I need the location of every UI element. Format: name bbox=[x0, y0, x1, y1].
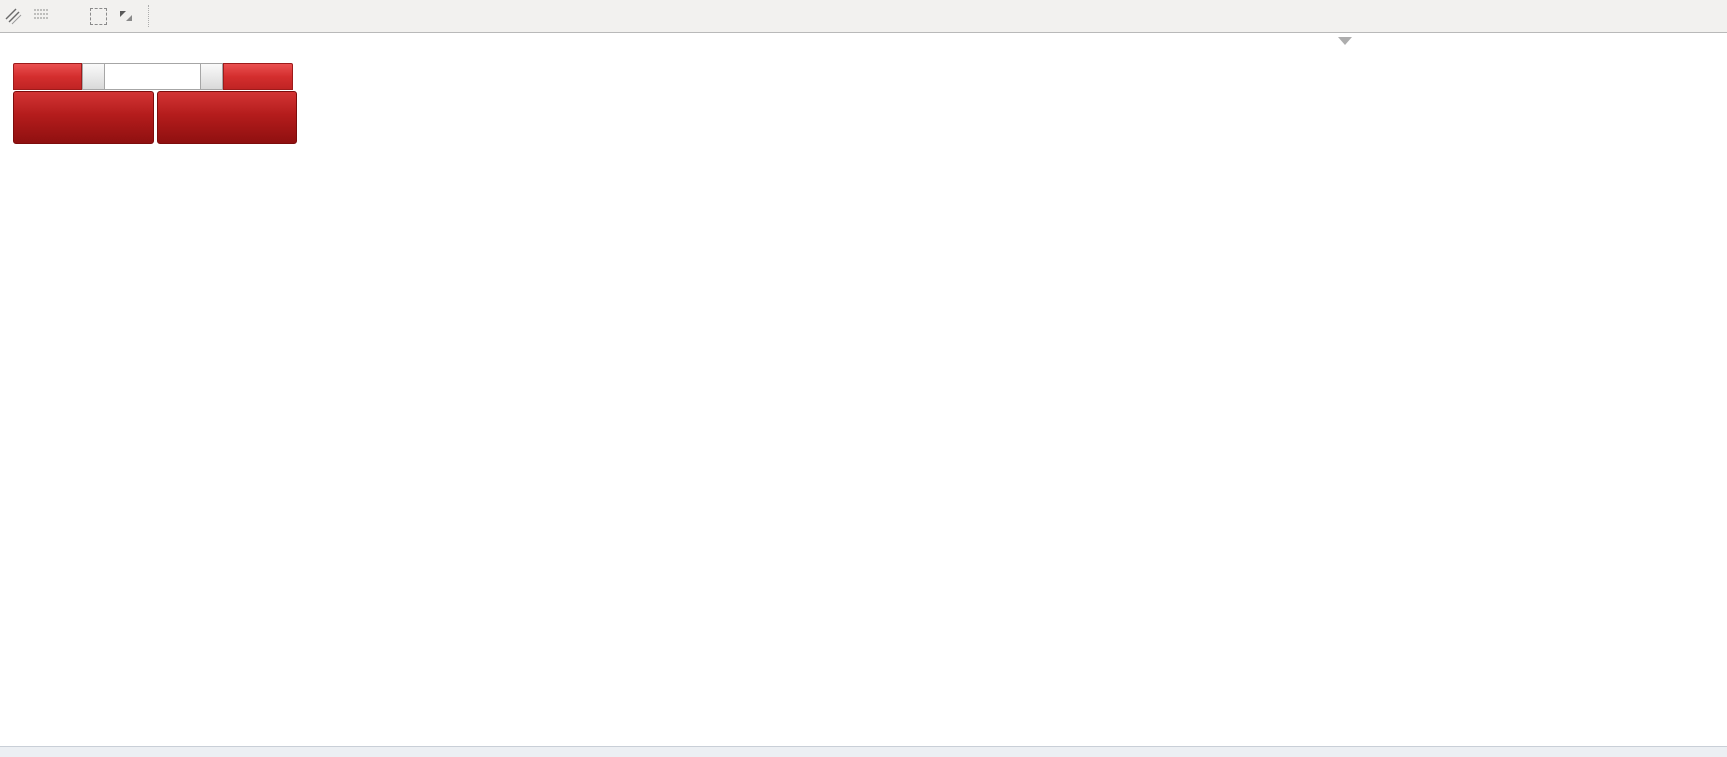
volume-decrease-button[interactable] bbox=[82, 63, 105, 90]
time-axis[interactable] bbox=[0, 731, 1727, 746]
sell-price-display[interactable] bbox=[13, 91, 154, 144]
symbol-title bbox=[11, 38, 16, 52]
chart-shift-marker-icon[interactable] bbox=[1338, 37, 1352, 45]
sell-button[interactable] bbox=[13, 63, 82, 90]
buy-button[interactable] bbox=[223, 63, 293, 90]
one-click-trade-panel bbox=[13, 63, 297, 144]
text-label-glyph bbox=[89, 7, 107, 25]
fibonacci-icon[interactable] bbox=[30, 5, 54, 27]
volume-input[interactable] bbox=[105, 63, 200, 90]
toolbar-separator bbox=[148, 5, 154, 27]
arrows-icon[interactable] bbox=[114, 5, 138, 27]
equidistant-channel-icon[interactable] bbox=[2, 5, 26, 27]
volume-increase-button[interactable] bbox=[200, 63, 223, 90]
status-strip bbox=[0, 746, 1727, 757]
text-label-icon[interactable] bbox=[86, 5, 110, 27]
text-icon[interactable] bbox=[58, 5, 82, 27]
buy-price-display[interactable] bbox=[156, 91, 297, 144]
toolbar bbox=[0, 0, 1727, 33]
